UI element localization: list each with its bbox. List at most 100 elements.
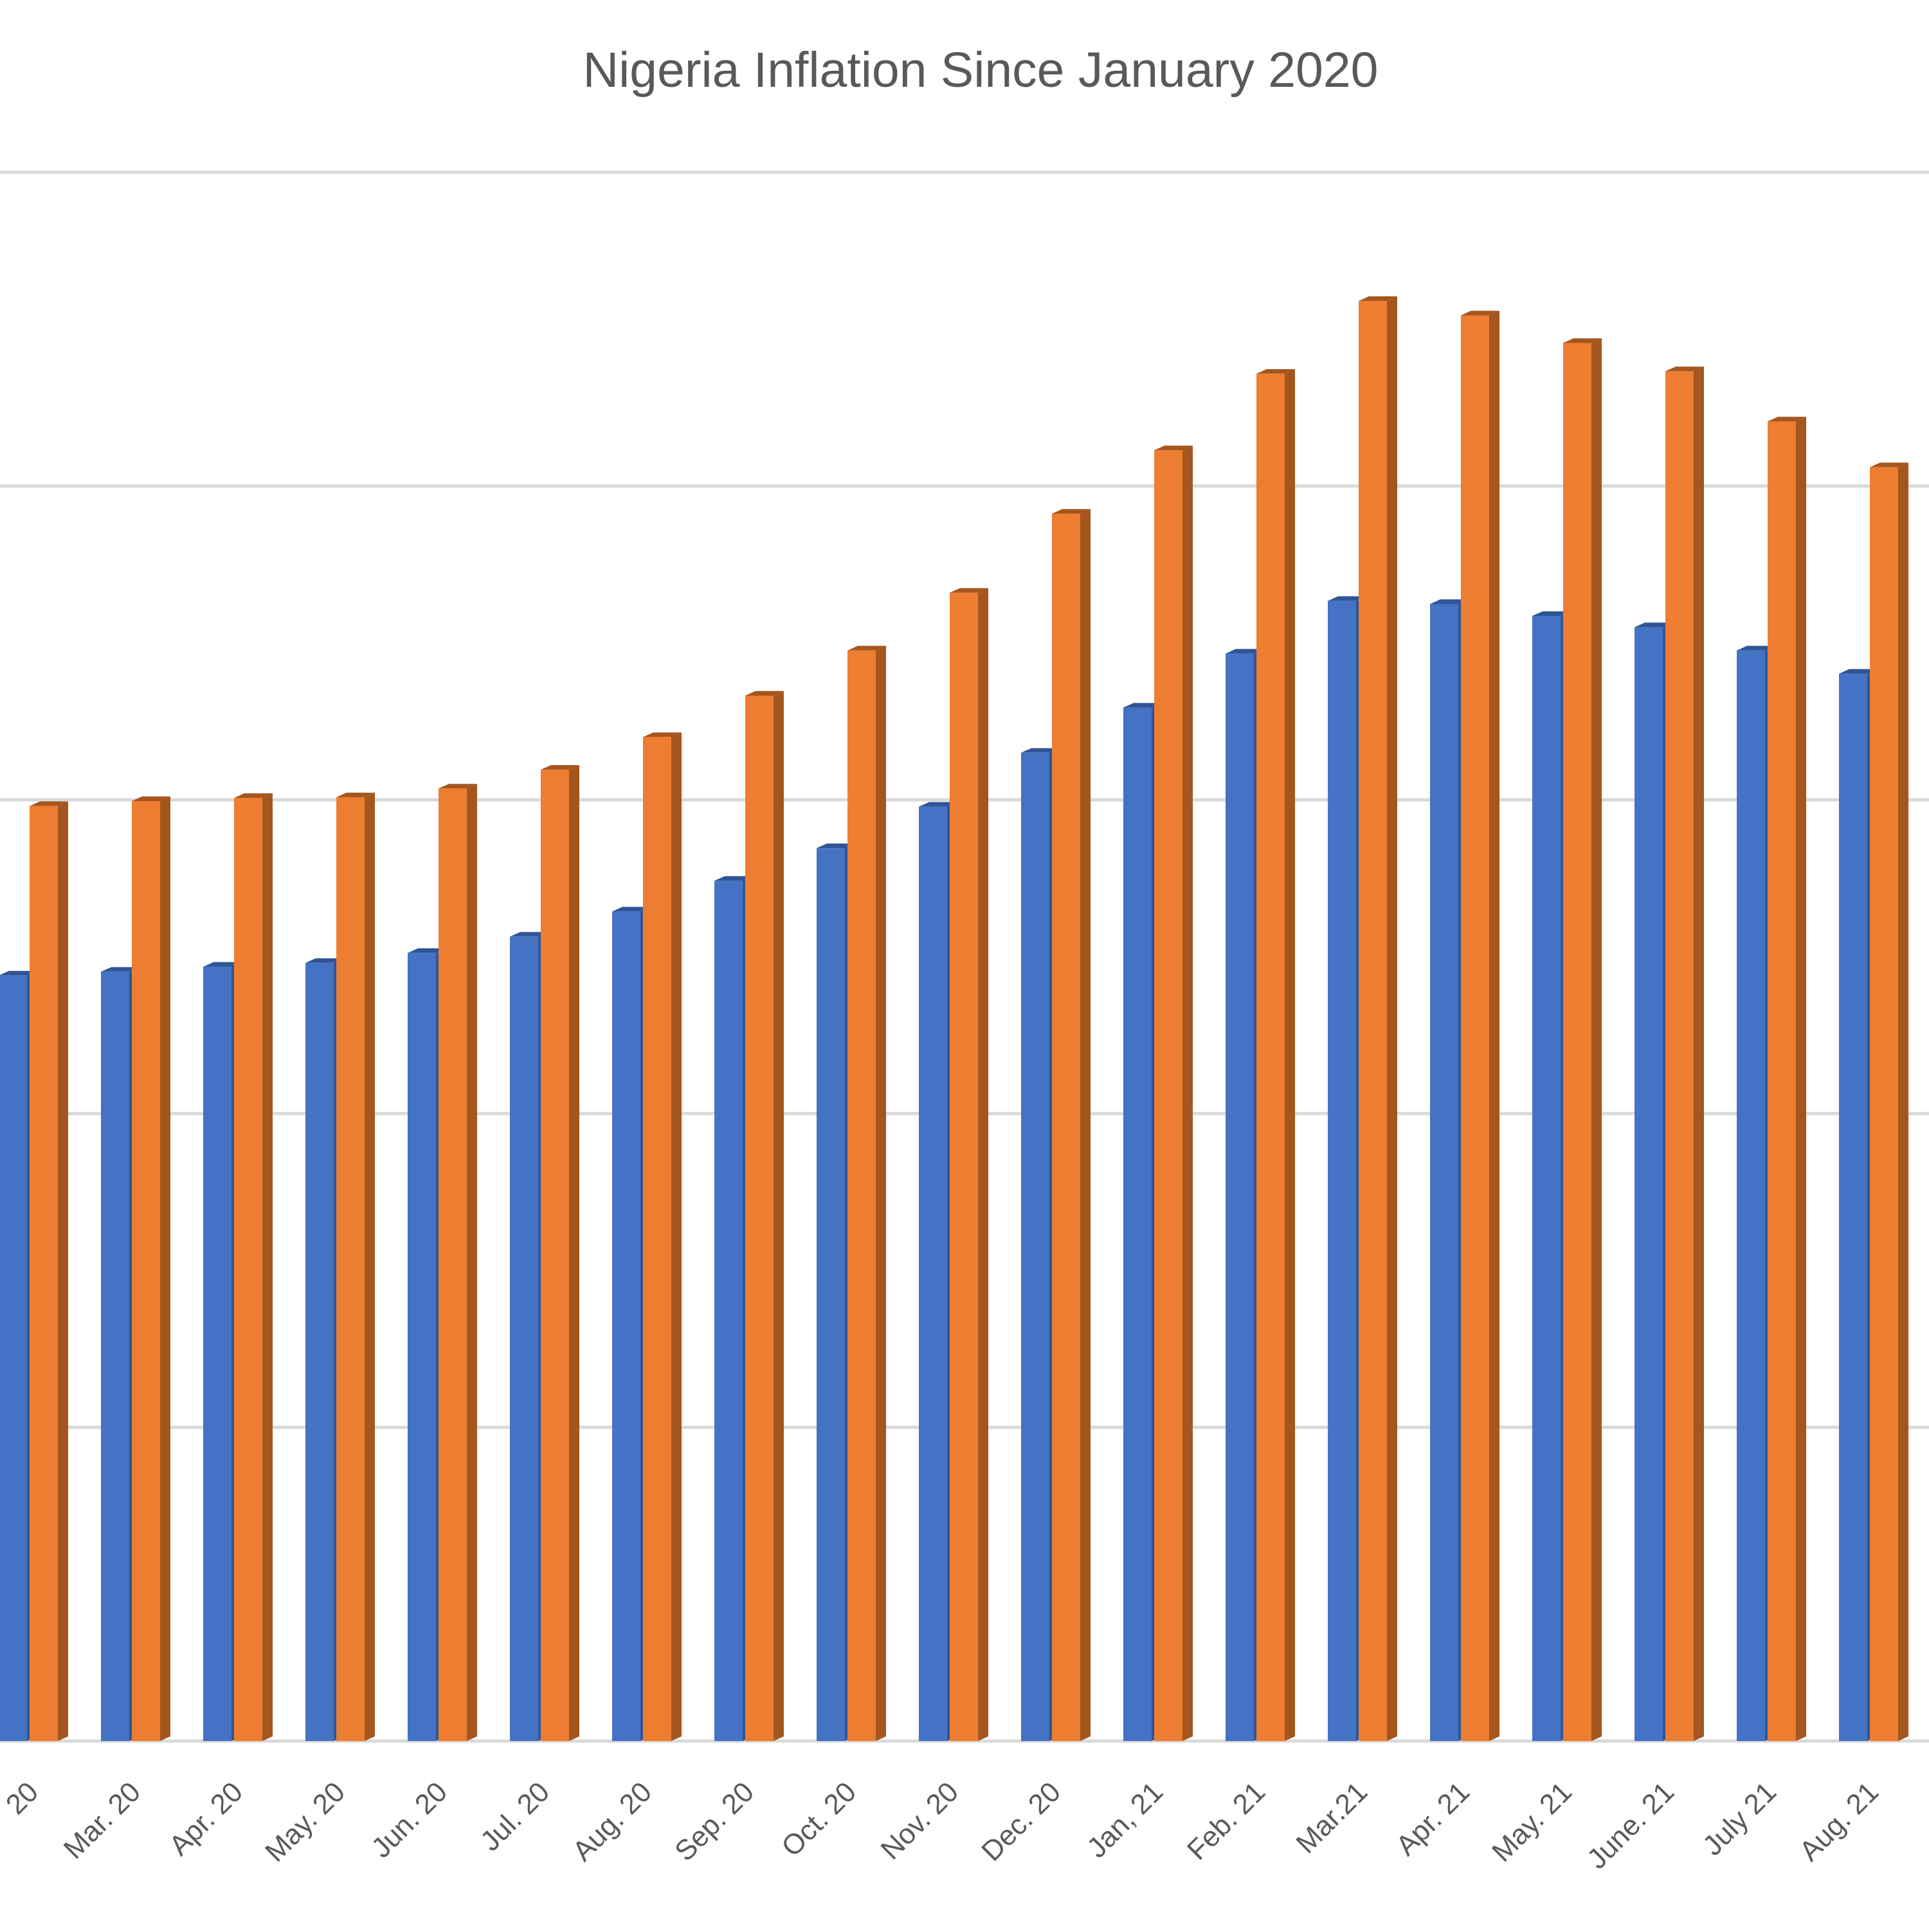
- bar-front: [1256, 374, 1285, 1742]
- bar-front: [1563, 343, 1591, 1742]
- bar-top: [1359, 296, 1397, 302]
- bar-front: [1461, 315, 1489, 1741]
- bar-front: [745, 695, 774, 1741]
- bar-side: [569, 764, 579, 1741]
- bar-2-july-21: [1768, 417, 1806, 1742]
- x-tick-label: May. 21: [1486, 1776, 1578, 1868]
- bar-front: [101, 971, 129, 1741]
- bar-top: [1328, 596, 1366, 601]
- bar-top: [1635, 622, 1673, 627]
- bar-side: [1591, 338, 1602, 1741]
- x-axis-labels: 20 Mar. 20 Apr. 20 May. 20 Jun. 20 Jul. 20 Aug…: [0, 1776, 1929, 1875]
- bar-front: [1839, 673, 1867, 1741]
- x-tick-label: Apr. 21: [1390, 1776, 1476, 1861]
- bar-front: [1328, 600, 1356, 1742]
- bar-front: [234, 798, 262, 1741]
- bar-top: [714, 876, 753, 881]
- bar-2-sep-20: [745, 691, 784, 1741]
- x-tick-label: Sep. 20: [669, 1776, 760, 1867]
- bar-front: [1665, 371, 1694, 1741]
- bar-2-mar-21: [1359, 296, 1397, 1742]
- bar-top: [1123, 703, 1162, 708]
- x-tick-label: Mar.21: [1290, 1776, 1373, 1859]
- bar-top: [234, 793, 273, 799]
- bar-side: [467, 784, 477, 1741]
- bar-top: [1461, 311, 1499, 316]
- bar-top: [305, 958, 344, 963]
- bar-side: [1489, 311, 1499, 1741]
- bar-front: [1052, 513, 1080, 1741]
- bar-2-mar-20: [132, 796, 170, 1741]
- bar-front: [1154, 450, 1182, 1742]
- bar-top: [817, 843, 855, 849]
- bar-top: [1532, 611, 1571, 617]
- chart-title: Nigeria Inflation Since January 2020: [583, 42, 1378, 98]
- bar-front: [1430, 604, 1458, 1741]
- x-tick-label: Oct. 20: [775, 1776, 862, 1863]
- bar-top: [1768, 417, 1806, 422]
- bar-side: [1080, 509, 1091, 1741]
- x-tick-label: Dec. 20: [975, 1776, 1067, 1867]
- bar-top: [30, 801, 68, 806]
- bar-front: [950, 592, 978, 1742]
- bar-front: [132, 800, 160, 1741]
- bar-side: [1694, 366, 1704, 1742]
- bar-front: [1021, 752, 1049, 1741]
- bar-front: [643, 737, 671, 1741]
- bar-front: [1635, 627, 1663, 1741]
- bar-front: [439, 788, 467, 1741]
- bar-side: [774, 691, 784, 1741]
- bar-top: [408, 948, 446, 953]
- bar-top: [1154, 446, 1193, 451]
- bar-2-feb-20: [30, 801, 68, 1741]
- bar-front: [1870, 467, 1898, 1741]
- x-tick-label: Jul. 20: [475, 1776, 556, 1857]
- x-tick-label: May. 20: [259, 1776, 351, 1868]
- spreadsheet-grid-strip: [0, 0, 1929, 13]
- bar-2-may-21: [1563, 338, 1602, 1742]
- bar-top: [1563, 338, 1602, 343]
- bar-top: [0, 971, 37, 976]
- bar-top: [541, 764, 579, 770]
- bar-front: [1768, 421, 1796, 1742]
- bar-top: [1870, 462, 1908, 467]
- bar-side: [160, 796, 170, 1741]
- bar-side: [365, 792, 375, 1741]
- bar-top: [510, 932, 548, 937]
- bar-front: [817, 848, 845, 1741]
- bar-front: [1123, 707, 1152, 1741]
- bar-front: [0, 975, 27, 1741]
- x-tick-label: June. 21: [1581, 1776, 1680, 1875]
- bar-side: [1898, 462, 1908, 1741]
- bar-top: [745, 691, 784, 696]
- bar-front: [847, 650, 876, 1742]
- bar-side: [1285, 369, 1295, 1742]
- bar-front: [1737, 650, 1765, 1742]
- x-tick-label: Apr. 20: [163, 1776, 249, 1861]
- bar-front: [714, 880, 743, 1741]
- bar-top: [1430, 599, 1469, 604]
- bar-side: [1796, 417, 1806, 1741]
- bar-side: [1182, 446, 1193, 1742]
- bar-2-dec-20: [1052, 509, 1091, 1741]
- bar-2-oct-20: [847, 646, 886, 1742]
- bar-top: [132, 796, 170, 801]
- bar-side: [58, 801, 68, 1741]
- bar-top: [101, 967, 140, 972]
- bar-side: [262, 793, 273, 1741]
- bar-front: [919, 806, 947, 1741]
- bar-top: [643, 732, 682, 737]
- x-tick-label: 20: [0, 1776, 44, 1820]
- bar-top: [612, 907, 651, 912]
- bar-top: [1737, 646, 1775, 651]
- bar-2-apr-20: [234, 793, 273, 1741]
- x-tick-label: Jun. 20: [365, 1776, 453, 1864]
- bar-side: [978, 588, 988, 1741]
- bar-2-apr-21: [1461, 311, 1499, 1741]
- bar-front: [305, 962, 334, 1741]
- bar-top: [919, 802, 957, 807]
- bar-front: [510, 936, 538, 1741]
- bar-front: [612, 911, 640, 1741]
